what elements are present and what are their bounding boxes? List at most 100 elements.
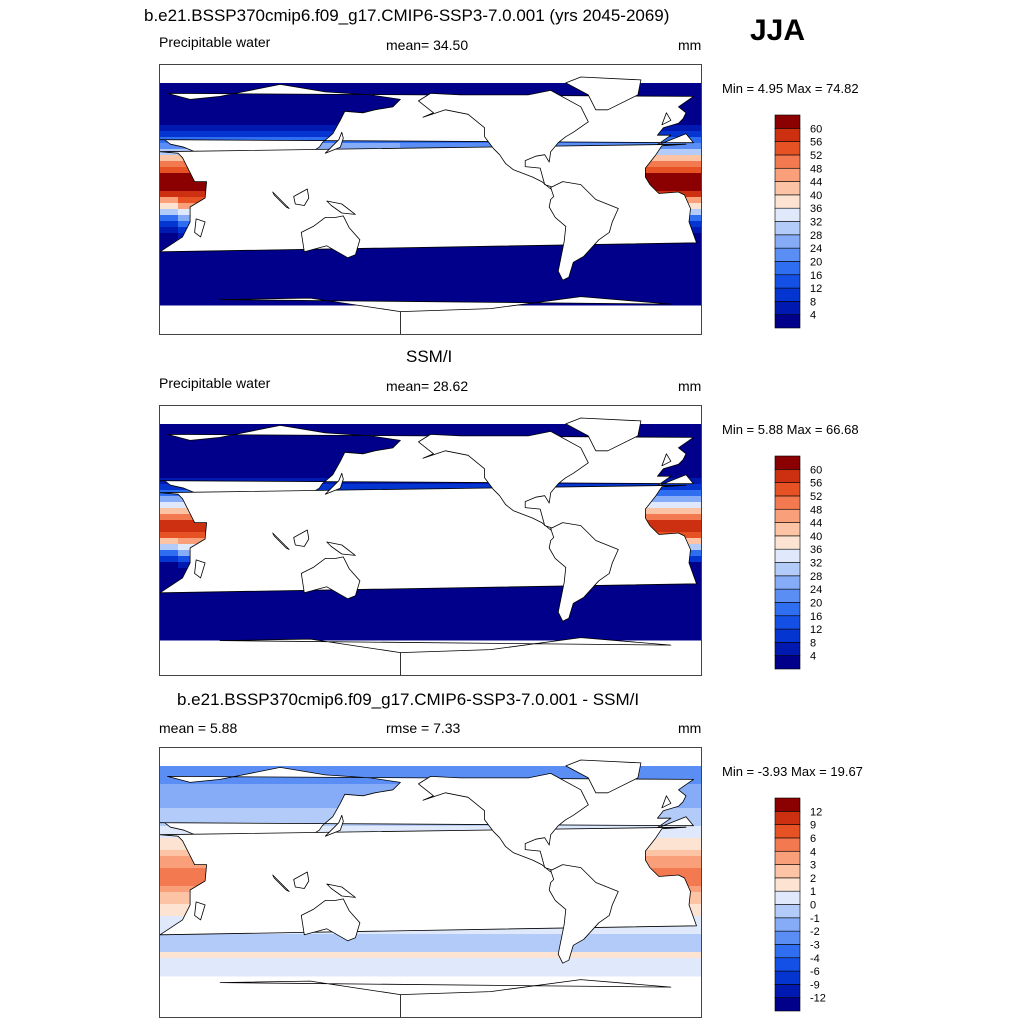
colorbar-swatch [774, 482, 801, 497]
mean-label: mean= 34.50 [386, 37, 469, 53]
colorbar-swatch [774, 261, 801, 276]
colorbar-tick-label: 36 [810, 203, 822, 215]
coastline [300, 556, 361, 600]
coastline [324, 131, 344, 154]
colorbar-tick-label: 44 [810, 177, 822, 189]
colorbar-swatch [774, 997, 801, 1012]
colorbar-swatch [774, 837, 801, 852]
colorbar-swatch [774, 181, 801, 196]
colorbar-swatch [774, 314, 801, 329]
colorbar-swatch [774, 850, 801, 865]
colorbar-tick-label: 56 [810, 478, 822, 490]
colorbar-diff: -12 -9 -6 -4 -3 -2 -1 0 1 2 3 4 6 9 12 [774, 797, 826, 1012]
colorbar-tick-label: 40 [810, 531, 822, 543]
colorbar-swatch [774, 469, 801, 483]
variable-label: Precipitable water [159, 34, 271, 50]
colorbar-tick-label: 16 [810, 611, 822, 623]
colorbar-tick-label: 16 [810, 270, 822, 282]
colorbar-tick-label: 60 [810, 464, 822, 476]
colorbar-swatch [774, 114, 801, 129]
variable-label: Precipitable water [159, 375, 271, 391]
coastline [324, 472, 344, 495]
coastline [565, 76, 642, 111]
min-max-label: Min = 4.95 Max = 74.82 [722, 81, 859, 96]
colorbar-swatch [774, 655, 801, 670]
colorbar-tick-label: 9 [810, 820, 816, 832]
panel-title: b.e21.BSSP370cmip6.f09_g17.CMIP6-SSP3-7.… [177, 690, 640, 709]
colorbar-swatch [774, 535, 801, 550]
colorbar-tick-label: 2 [810, 873, 816, 885]
colorbar-swatch [774, 141, 801, 156]
colorbar-tick-label: 20 [810, 256, 822, 268]
colorbar-swatch [774, 522, 801, 537]
colorbar-tick-label: -1 [810, 913, 820, 925]
colorbar-swatch [774, 944, 801, 959]
colorbar-tick-label: 32 [810, 558, 822, 570]
colorbar-tick-label: 3 [810, 860, 816, 872]
colorbar-swatch [774, 234, 801, 249]
colorbar-tick-label: 36 [810, 544, 822, 556]
colorbar-tick-label: -6 [810, 966, 820, 978]
colorbar-swatch [774, 797, 801, 812]
world-map-model [159, 64, 702, 335]
colorbar-swatch [774, 811, 801, 825]
coastline [324, 814, 344, 837]
coastline [548, 522, 619, 622]
colorbar-swatch [774, 904, 801, 919]
coastline [418, 773, 589, 873]
map-field [160, 417, 701, 675]
colorbar-tick-label: 48 [810, 504, 822, 516]
colorbar-tick-label: 32 [810, 217, 822, 229]
coastline [326, 200, 356, 215]
colorbar-swatch [774, 207, 801, 222]
colorbar-tick-label: 20 [810, 597, 822, 609]
colorbar-swatch [774, 957, 801, 972]
coastline [548, 864, 619, 964]
colorbar-swatch [774, 508, 801, 523]
colorbar-tick-label: -2 [810, 926, 820, 938]
coastline [293, 529, 310, 547]
coastline [326, 541, 356, 556]
colorbar-swatch [774, 824, 801, 839]
coastline [272, 532, 290, 550]
coastline [300, 898, 361, 942]
coastline [194, 901, 206, 921]
season-label: JJA [750, 14, 806, 47]
min-max-label: Min = -3.93 Max = 19.67 [722, 764, 863, 779]
coastline [272, 874, 290, 892]
coastline [160, 826, 697, 936]
coastline [219, 979, 672, 1017]
colorbar-swatch [774, 154, 801, 169]
colorbar-swatch [774, 984, 801, 998]
colorbar-swatch [774, 970, 801, 985]
colorbar-swatch [774, 167, 801, 182]
coastline [300, 215, 361, 259]
colorbar-tick-label: 28 [810, 230, 822, 242]
colorbar-tick-label: 60 [810, 123, 822, 135]
colorbar-tick-label: 12 [810, 624, 822, 636]
panel-title: SSM/I [406, 347, 453, 366]
min-max-label: Min = 5.88 Max = 66.68 [722, 422, 859, 437]
colorbar-tick-label: 44 [810, 518, 822, 530]
mean-label: mean= 28.62 [386, 378, 469, 394]
colorbar-swatch [774, 194, 801, 209]
colorbar-swatch [774, 287, 801, 302]
colorbar-tick-label: 12 [810, 283, 822, 295]
coastline [293, 871, 310, 889]
world-map-diff [159, 747, 702, 1018]
colorbar-swatch [774, 247, 801, 262]
colorbar-tick-label: -3 [810, 939, 820, 951]
colorbar-tick-label: 12 [810, 806, 822, 818]
colorbar-swatch [774, 562, 801, 577]
coastline [219, 296, 672, 334]
colorbar-tick-label: 24 [810, 584, 822, 596]
coastline [565, 759, 642, 794]
colorbar-tick-label: 4 [810, 651, 816, 663]
colorbar-swatch [774, 495, 801, 510]
coastline [661, 112, 672, 126]
coastline [418, 90, 589, 190]
colorbar-swatch [774, 877, 801, 892]
colorbar-tick-label: 6 [810, 833, 816, 845]
coastline [548, 181, 619, 281]
colorbar-tick-label: 24 [810, 243, 822, 255]
